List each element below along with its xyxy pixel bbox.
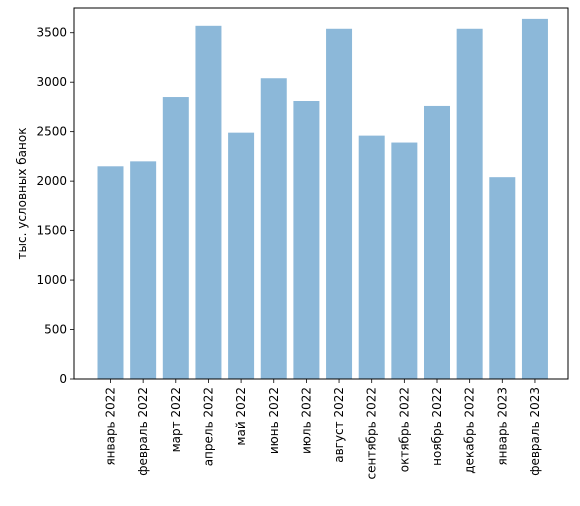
- bar-14: [521, 18, 548, 380]
- bar-12: [456, 28, 483, 379]
- y-tick-label: 3000: [36, 75, 67, 89]
- bar-13: [489, 177, 516, 379]
- x-tick-label: апрель 2022: [201, 387, 215, 466]
- x-tick-label: январь 2022: [104, 387, 118, 466]
- bar-1: [97, 166, 124, 379]
- bar-11: [424, 105, 450, 379]
- y-tick-label: 500: [44, 323, 67, 337]
- x-tick-label: июль 2022: [299, 387, 313, 454]
- bar-7: [293, 100, 320, 380]
- bar-10: [391, 142, 418, 379]
- bar-5: [228, 132, 255, 379]
- y-tick-label: 1000: [36, 273, 67, 287]
- x-tick-label: сентябрь 2022: [365, 387, 379, 479]
- y-tick-label: 0: [59, 372, 67, 386]
- y-tick-label: 1500: [36, 224, 67, 238]
- y-axis-label: тыс. условных банок: [15, 128, 29, 260]
- x-tick-label: февраль 2023: [528, 387, 542, 476]
- x-axis-ticks: январь 2022 февраль 2022 март 2022 апрель 2…: [104, 379, 542, 479]
- x-tick-label: январь 2023: [495, 387, 509, 466]
- x-tick-label: март 2022: [169, 387, 183, 452]
- bar-9: [358, 135, 385, 379]
- x-tick-label: декабрь 2022: [463, 387, 477, 474]
- plot-frame: [73, 7, 569, 380]
- x-tick-label: ноябрь 2022: [430, 387, 444, 466]
- x-tick-label: июнь 2022: [267, 387, 281, 454]
- y-tick-label: 2000: [36, 174, 67, 188]
- y-tick-label: 3500: [36, 26, 67, 40]
- bars-group: [97, 18, 548, 380]
- x-tick-label: октябрь 2022: [397, 387, 411, 472]
- bar-8: [326, 28, 353, 379]
- bar-6: [260, 78, 287, 379]
- bar-4: [195, 25, 222, 379]
- y-tick-label: 2500: [36, 125, 67, 139]
- x-tick-label: май 2022: [234, 387, 248, 446]
- bar-2: [130, 161, 157, 379]
- x-tick-label: февраль 2022: [136, 387, 150, 476]
- y-axis-ticks: 0 500 1000 1500 2000 2500 3000 3500: [36, 26, 74, 386]
- x-tick-label: август 2022: [332, 387, 346, 463]
- bar-3: [162, 97, 189, 379]
